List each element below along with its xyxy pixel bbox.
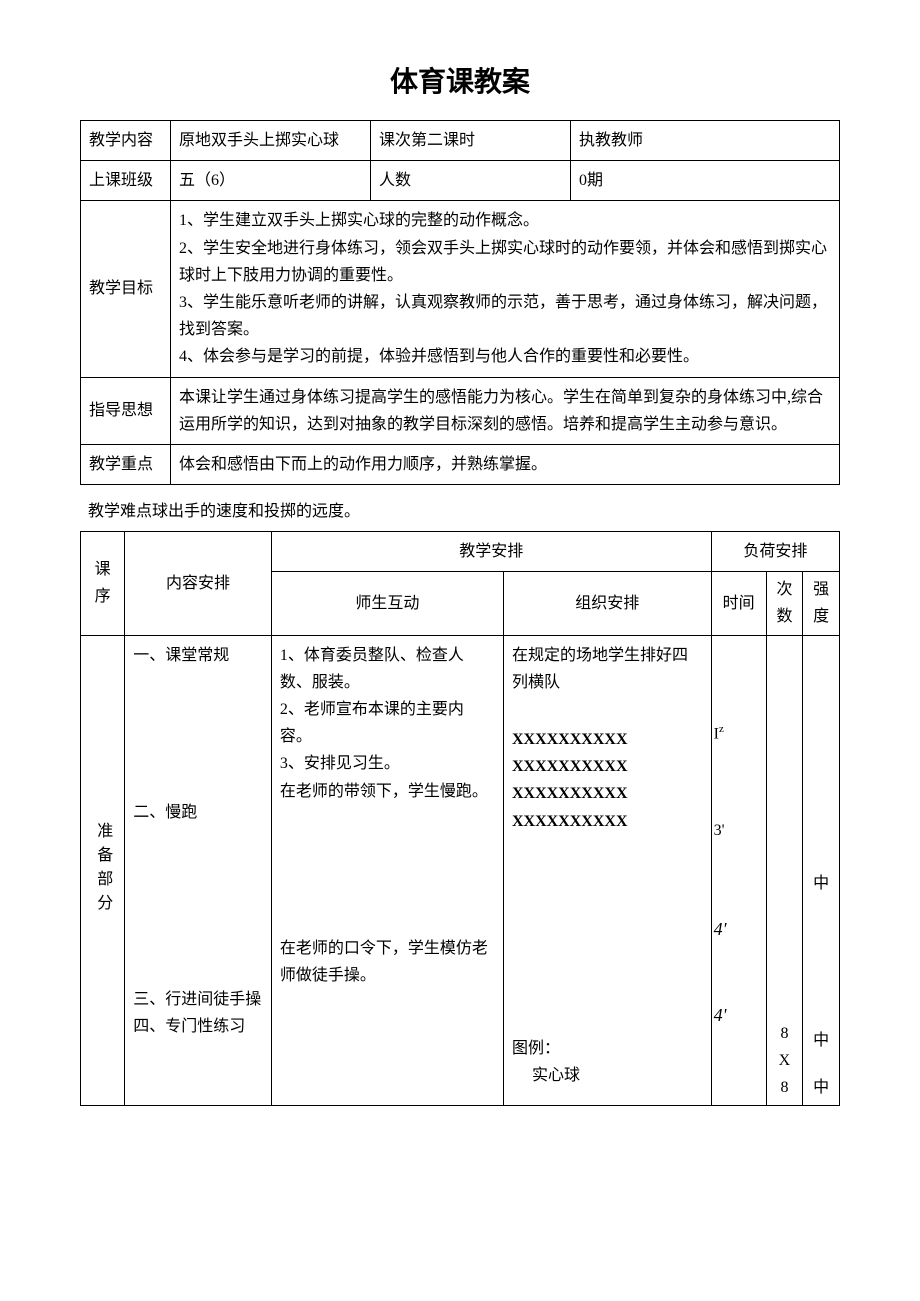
content-item-4: 四、专门性练习	[133, 1013, 263, 1040]
teaching-content-label: 教学内容	[81, 121, 171, 161]
intensity-1: 中	[805, 870, 837, 897]
time-mark-1: Iz	[714, 720, 764, 748]
key-point-content: 体会和感悟由下而上的动作用力顺序，并熟练掌握。	[171, 444, 840, 484]
objectives-content: 1、学生建立双手头上掷实心球的完整的动作概念。 2、学生安全地进行身体练习，领会…	[171, 201, 840, 377]
legend-label: 图例：	[512, 1035, 703, 1062]
date-value: 0期	[571, 161, 840, 201]
page-title: 体育课教案	[80, 60, 840, 100]
guiding-thought-content: 本课让学生通过身体练习提高学生的感悟能力为核心。学生在简单到复杂的身体练习中,综…	[171, 377, 840, 444]
count-cell: 8 X 8	[766, 635, 803, 1106]
count-2: X	[769, 1047, 801, 1074]
time-cell: Iz 3' 4' 4'	[711, 635, 766, 1106]
intensity-3: 中	[805, 1074, 837, 1101]
guiding-thought-label: 指导思想	[81, 377, 171, 444]
intensity-header: 强度	[803, 572, 840, 635]
content-arrangement-cell: 一、课堂常规 二、慢跑 三、行进间徒手操 四、专门性练习	[125, 635, 272, 1106]
lesson-number-label: 课次第二课时	[371, 121, 571, 161]
interaction-line-4: 在老师的带领下，学生慢跑。	[280, 778, 495, 805]
interaction-line-1: 1、体育委员整队、检查人数、服装。	[280, 642, 495, 696]
formation-row-3: XXXXXXXXXX	[512, 780, 703, 807]
student-count-label: 人数	[371, 161, 571, 201]
interaction-line-3: 3、安排见习生。	[280, 750, 495, 777]
interaction-header: 师生互动	[271, 572, 503, 635]
class-label: 上课班级	[81, 161, 171, 201]
time-mark-2: 3'	[714, 817, 764, 844]
organization-header: 组织安排	[503, 572, 711, 635]
schedule-table: 课序 内容安排 教学安排 负荷安排 师生互动 组织安排 时间 次数 强度 准备部…	[80, 531, 840, 1106]
time-mark-3: 4'	[714, 914, 764, 945]
teacher-label: 执教教师	[571, 121, 840, 161]
load-header: 负荷安排	[711, 532, 839, 572]
interaction-cell: 1、体育委员整队、检查人数、服装。 2、老师宣布本课的主要内容。 3、安排见习生…	[271, 635, 503, 1106]
header-info-table: 教学内容 原地双手头上掷实心球 课次第二课时 执教教师 上课班级 五（6） 人数…	[80, 120, 840, 485]
formation-row-4: XXXXXXXXXX	[512, 808, 703, 835]
content-item-3: 三、行进间徒手操	[133, 986, 263, 1013]
content-item-2: 二、慢跑	[133, 799, 263, 826]
difficulty-note: 教学难点球出手的速度和投掷的远度。	[80, 493, 840, 531]
prep-section-label: 准备部分	[81, 635, 125, 1106]
interaction-line-5: 在老师的口令下，学生模仿老师做徒手操。	[280, 935, 495, 989]
content-header: 内容安排	[125, 532, 272, 636]
time-mark-4: 4'	[714, 1000, 764, 1031]
organization-cell: 在规定的场地学生排好四列横队 XXXXXXXXXX XXXXXXXXXX XXX…	[503, 635, 711, 1106]
key-point-label: 教学重点	[81, 444, 171, 484]
intensity-cell: 中 中 中	[803, 635, 840, 1106]
class-value: 五（6）	[171, 161, 371, 201]
content-item-1: 一、课堂常规	[133, 642, 263, 669]
count-header: 次数	[766, 572, 803, 635]
intensity-2: 中	[805, 1027, 837, 1054]
org-line-1: 在规定的场地学生排好四列横队	[512, 642, 703, 696]
legend-item: 实心球	[512, 1062, 703, 1089]
formation-row-2: XXXXXXXXXX	[512, 753, 703, 780]
interaction-line-2: 2、老师宣布本课的主要内容。	[280, 696, 495, 750]
teaching-arrangement-header: 教学安排	[271, 532, 711, 572]
count-1: 8	[769, 1020, 801, 1047]
time-header: 时间	[711, 572, 766, 635]
objectives-label: 教学目标	[81, 201, 171, 377]
teaching-content-value: 原地双手头上掷实心球	[171, 121, 371, 161]
formation-row-1: XXXXXXXXXX	[512, 726, 703, 753]
sequence-header: 课序	[81, 532, 125, 636]
count-3: 8	[769, 1074, 801, 1101]
